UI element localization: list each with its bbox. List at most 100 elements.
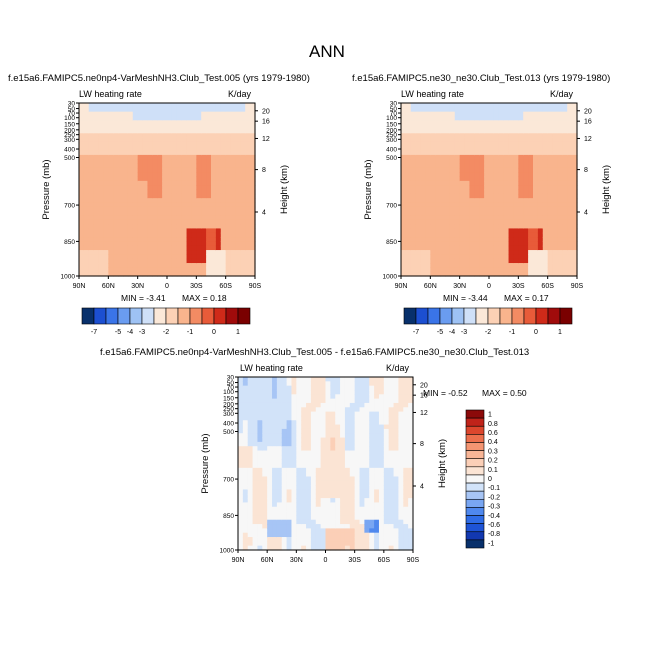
panel-2-cell bbox=[537, 111, 544, 117]
panel-2-cell bbox=[415, 189, 422, 195]
panel-1-cell bbox=[230, 202, 237, 208]
panel-1-cell bbox=[113, 111, 119, 117]
panel-3-cell bbox=[349, 515, 356, 521]
panel-1-cell bbox=[201, 124, 207, 130]
panel-3-colorbar-label: -0.8 bbox=[488, 531, 500, 538]
panel-3-cell bbox=[247, 506, 254, 512]
panel-3-cell bbox=[374, 424, 380, 430]
panel-3-cell bbox=[301, 498, 307, 504]
panel-3-cell bbox=[276, 506, 283, 512]
panel-3-cell bbox=[349, 407, 356, 413]
panel-2-cell bbox=[430, 228, 436, 234]
panel-1-cell bbox=[235, 206, 241, 212]
panel-1-colorbar-box bbox=[93, 307, 107, 325]
panel-3-cell bbox=[344, 493, 351, 499]
panel-1-cell bbox=[176, 228, 183, 234]
panel-2-cell bbox=[518, 167, 524, 173]
panel-3-cell bbox=[383, 407, 390, 413]
panel-2-cell bbox=[479, 245, 485, 251]
panel-3-cell bbox=[398, 506, 404, 512]
panel-2-cell bbox=[498, 263, 505, 268]
panel-3-cell bbox=[388, 402, 395, 408]
panel-3-cell bbox=[242, 545, 249, 551]
panel-2-cell bbox=[469, 141, 475, 147]
panel-2-cell bbox=[547, 133, 554, 139]
panel-3-cell bbox=[408, 398, 414, 404]
panel-3-cell bbox=[315, 485, 322, 491]
panel-3-cell bbox=[364, 389, 370, 395]
panel-1-cell bbox=[142, 271, 149, 277]
panel-2-cell bbox=[405, 228, 412, 234]
panel-1-cell bbox=[191, 128, 197, 134]
panel-3-cell bbox=[383, 398, 390, 404]
panel-3-cell bbox=[388, 498, 395, 504]
panel-1-cell bbox=[211, 241, 217, 247]
panel-3-cell bbox=[349, 532, 356, 538]
panel-2-cell bbox=[523, 267, 529, 273]
panel-1-cell bbox=[167, 198, 173, 204]
panel-2-cell bbox=[464, 172, 471, 178]
panel-1-cell bbox=[157, 254, 163, 260]
panel-1-cell bbox=[162, 189, 168, 195]
panel-3-ytick-label: 150 bbox=[223, 395, 234, 402]
panel-2-cell bbox=[435, 237, 441, 242]
panel-2-cell bbox=[572, 215, 578, 221]
panel-2-cell bbox=[474, 180, 480, 186]
panel-1-cell bbox=[196, 241, 202, 247]
panel-1-cell bbox=[147, 237, 153, 242]
panel-3-cell bbox=[374, 545, 380, 551]
panel-3-cell bbox=[320, 437, 327, 443]
panel-2-cell bbox=[474, 154, 480, 160]
panel-3-cell bbox=[247, 485, 254, 491]
panel-1-cell bbox=[211, 228, 217, 234]
panel-2-cell bbox=[430, 263, 436, 268]
panel-3-cell bbox=[349, 385, 356, 391]
panel-3-cell bbox=[281, 381, 288, 387]
panel-1-cell bbox=[162, 150, 168, 156]
panel-2-cell bbox=[430, 202, 436, 208]
panel-1-cell bbox=[118, 224, 124, 230]
panel-2-cell bbox=[513, 167, 519, 173]
panel-2-cell bbox=[523, 193, 529, 199]
panel-3-cell bbox=[301, 515, 307, 521]
panel-2-cell bbox=[459, 250, 466, 255]
panel-3-cell bbox=[369, 506, 375, 512]
panel-3-cell bbox=[315, 420, 322, 426]
panel-1-cell bbox=[108, 267, 114, 273]
panel-2-cell bbox=[513, 215, 519, 221]
panel-3-cell bbox=[238, 493, 244, 499]
panel-2-cell bbox=[405, 154, 412, 160]
panel-3-cell bbox=[291, 459, 297, 465]
panel-2-cell bbox=[440, 198, 446, 204]
panel-1-cell bbox=[225, 185, 232, 191]
panel-3-cell bbox=[383, 498, 390, 504]
panel-3-cell bbox=[320, 377, 327, 382]
panel-1-cell bbox=[83, 185, 90, 191]
panel-3-cell bbox=[378, 377, 385, 382]
panel-2-cell bbox=[479, 180, 485, 186]
panel-3-cell bbox=[247, 459, 254, 465]
panel-2-cell bbox=[513, 128, 519, 134]
panel-3-cell bbox=[393, 415, 400, 421]
panel-1-cell bbox=[245, 176, 251, 182]
panel-1-cell bbox=[211, 146, 217, 152]
panel-2-cell bbox=[484, 202, 490, 208]
panel-1-cell bbox=[211, 163, 217, 169]
panel-2-cell bbox=[523, 185, 529, 191]
panel-2-cell bbox=[405, 224, 412, 230]
panel-3-cell bbox=[262, 402, 268, 408]
panel-1-cell bbox=[215, 103, 222, 108]
panel-3-cell bbox=[403, 433, 409, 439]
panel-1-cell bbox=[137, 115, 144, 121]
panel-3-cell bbox=[369, 515, 375, 521]
panel-2-cell bbox=[469, 128, 475, 134]
panel-2-cell bbox=[508, 128, 515, 134]
panel-1-cell bbox=[240, 193, 246, 199]
panel-2-xtick-label: 0 bbox=[487, 283, 491, 290]
panel-1-cell bbox=[103, 258, 109, 264]
panel-2-cell bbox=[449, 103, 456, 108]
panel-3-colorbar-box bbox=[465, 531, 485, 541]
panel-3-cell bbox=[320, 532, 327, 538]
panel-3-cell bbox=[320, 498, 327, 504]
panel-3-cell bbox=[403, 437, 409, 443]
